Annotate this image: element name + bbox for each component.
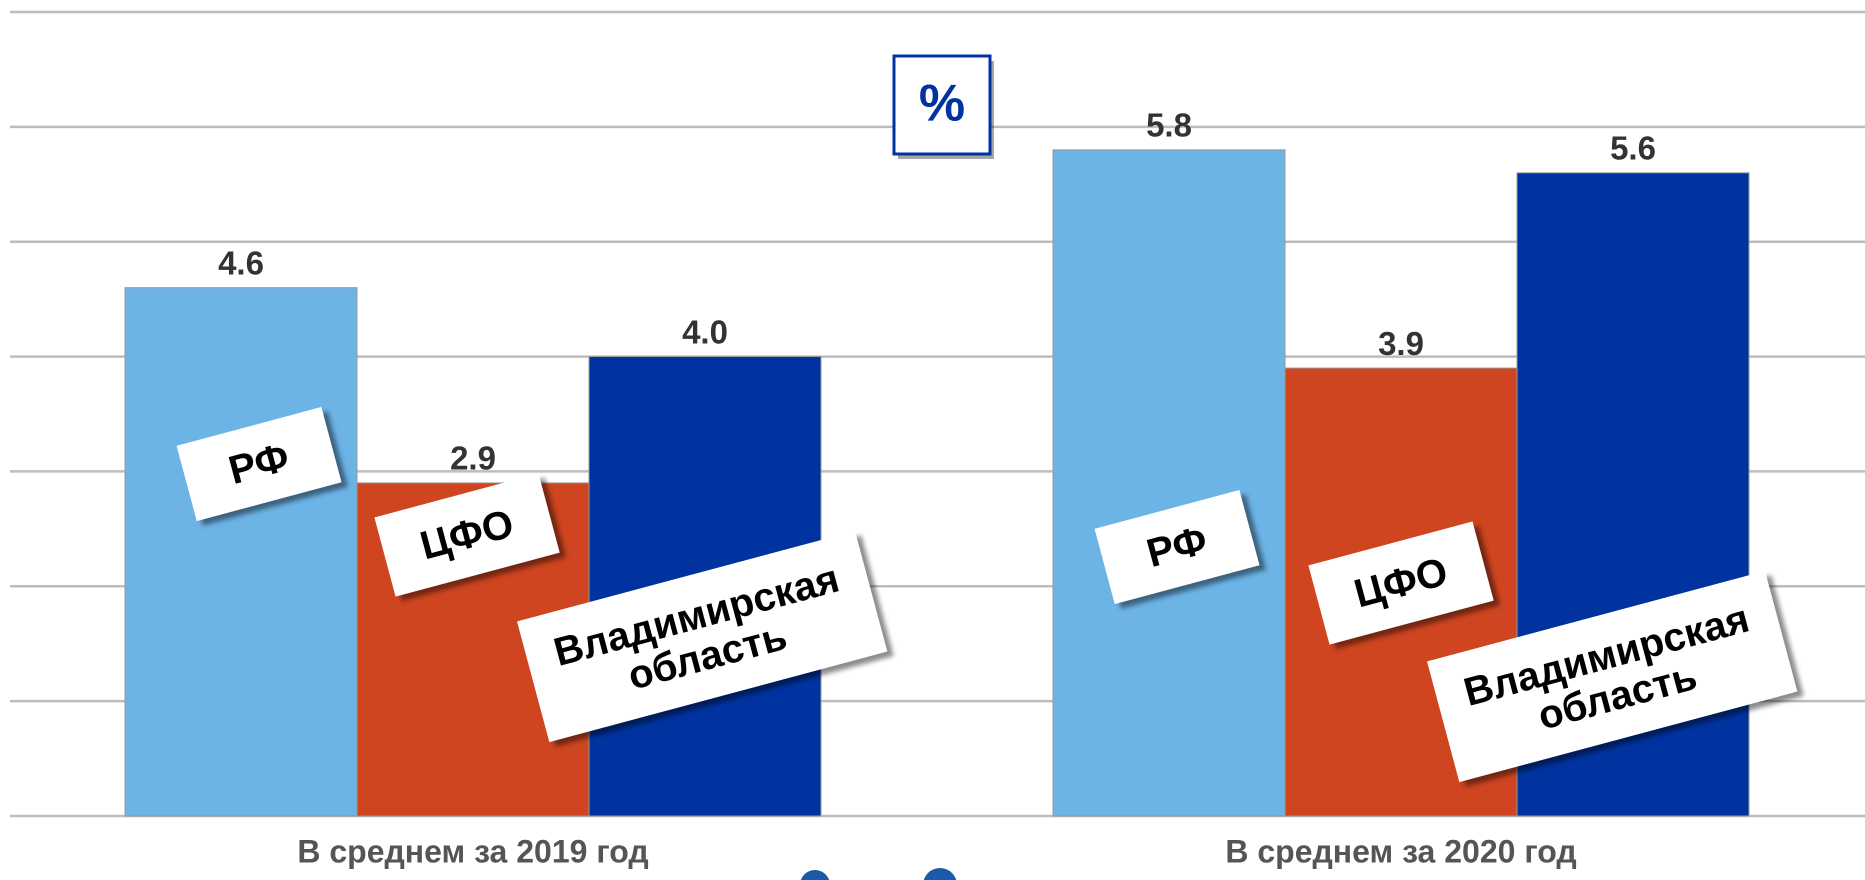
annotation-box — [892, 54, 992, 156]
bar — [124, 287, 358, 817]
decor-dot — [800, 870, 830, 880]
data-label: 4.0 — [682, 313, 728, 350]
data-label: 3.9 — [1378, 325, 1424, 362]
data-label: 5.8 — [1146, 107, 1192, 144]
bar — [1052, 149, 1286, 817]
decor-dot — [923, 868, 957, 880]
x-tick-label: В среднем за 2019 год — [297, 833, 648, 869]
data-label: 5.6 — [1610, 130, 1656, 167]
data-label: 4.6 — [218, 244, 264, 281]
data-label: 2.9 — [450, 440, 496, 477]
annotation: % — [919, 75, 965, 133]
x-tick-label: В среднем за 2020 год — [1225, 833, 1576, 869]
